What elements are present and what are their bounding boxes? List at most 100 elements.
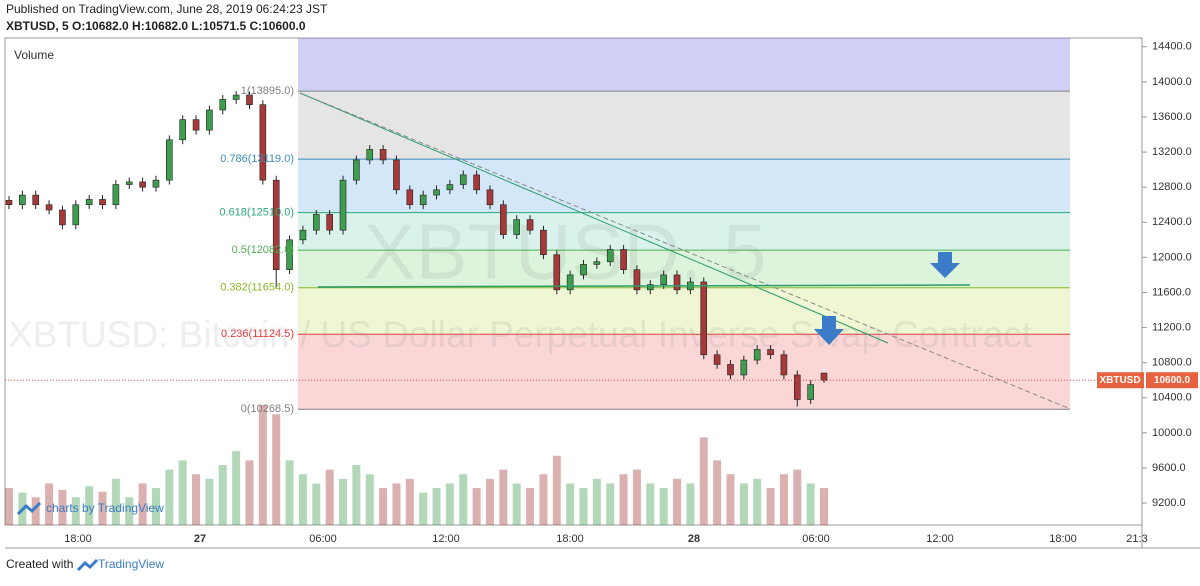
y-tick-label: 14000.0	[1152, 76, 1192, 88]
candle-body	[232, 94, 240, 100]
volume-bar	[379, 488, 388, 525]
candle-body	[312, 214, 320, 231]
candle-body	[473, 174, 480, 191]
candle-body	[486, 189, 494, 206]
candle-body	[152, 179, 160, 188]
x-tick-label: 06:00	[309, 533, 337, 545]
price-tag	[1146, 372, 1198, 389]
candle-body	[326, 214, 333, 231]
volume-bar	[285, 460, 294, 525]
y-tick-label: 14400.0	[1152, 41, 1192, 53]
volume-bar	[445, 483, 454, 525]
candle-body	[513, 219, 521, 235]
volume-bar	[178, 460, 187, 525]
y-tick-label: 12400.0	[1152, 216, 1192, 228]
volume-bar	[526, 488, 535, 525]
volume-bar	[820, 488, 828, 525]
volume-bar	[512, 483, 521, 525]
volume-bar	[606, 483, 615, 525]
y-tick-label: 10400.0	[1152, 392, 1192, 404]
created-with: Created with	[6, 557, 73, 571]
volume-label: Volume	[14, 48, 54, 62]
volume-bar	[459, 474, 468, 525]
volume-bar	[686, 483, 695, 525]
volume-bar	[552, 455, 561, 525]
time-axis: 18:00 27 06:00 12:00 18:00 28 06:00 12:00 18:00 2…	[64, 533, 1147, 545]
fib-band	[298, 334, 1070, 410]
volume-bar	[85, 486, 94, 525]
candle-body	[673, 274, 681, 291]
candle-body	[206, 109, 213, 131]
fib-band	[298, 91, 1070, 160]
candle-body	[526, 219, 534, 231]
volume-bar	[432, 488, 441, 525]
volume-bar	[472, 488, 481, 525]
candle-body	[660, 274, 667, 285]
price-axis: 9200.0 9600.0 10000.0 10400.0 10800.0 11200.0…	[1142, 41, 1192, 509]
volume-bar	[58, 489, 67, 525]
candle-body	[125, 181, 133, 185]
y-tick-label: 13600.0	[1152, 111, 1192, 123]
candle-body	[740, 359, 748, 376]
volume-bar	[539, 474, 548, 525]
candle-body	[446, 184, 454, 191]
candle-body	[793, 374, 801, 400]
volume-bar	[98, 491, 107, 525]
volume-bar	[165, 469, 174, 525]
y-tick-label: 12800.0	[1152, 181, 1192, 193]
volume-bar	[232, 451, 241, 525]
volume-bar	[592, 478, 601, 525]
arrow-down	[814, 316, 844, 345]
volume-bar	[218, 465, 227, 525]
candle-body	[379, 149, 387, 161]
volume-bar	[245, 460, 254, 525]
candle-body	[566, 274, 574, 291]
fib-label: 0.5(12082.0)	[232, 244, 294, 256]
watermark-symbol: XBTUSD, 5	[363, 208, 766, 296]
fib-label: 0.618(12510.0)	[219, 207, 294, 219]
candle-body	[553, 254, 561, 291]
candle-body	[272, 179, 280, 270]
volume-bar	[192, 474, 201, 525]
candle-body	[192, 119, 200, 131]
volume-bar	[151, 488, 160, 525]
volume-bar	[699, 437, 708, 525]
candle-body	[807, 384, 814, 400]
candle-body	[433, 189, 440, 196]
candle-body	[406, 189, 414, 206]
candle-body	[219, 99, 227, 111]
volume-pane	[5, 405, 828, 525]
candle-body	[19, 194, 26, 206]
volume-bar	[365, 474, 374, 525]
candle-body	[419, 194, 427, 206]
candle-body	[45, 204, 53, 211]
x-tick-label: 12:00	[432, 533, 460, 545]
candle-body	[366, 149, 374, 161]
trend-line-dashed	[299, 92, 1069, 409]
candle-body	[166, 139, 173, 181]
logo-mark	[16, 501, 42, 516]
arrow-down	[930, 252, 960, 278]
candle-body	[112, 184, 120, 206]
x-tick-label: 21:3	[1126, 533, 1147, 545]
candle-body	[593, 261, 601, 265]
volume-bar	[298, 474, 307, 525]
x-tick-label: 06:00	[802, 533, 830, 545]
symbol-line: XBTUSD, 5 O:10682.0 H:10682.0 L:10571.5 …	[6, 19, 306, 33]
candle-body	[179, 119, 186, 141]
volume-bar	[325, 469, 334, 525]
volume-bar	[646, 483, 655, 525]
volume-bar	[138, 483, 147, 525]
volume-bar	[31, 497, 40, 525]
trend-line	[299, 92, 889, 344]
volume-bar	[352, 465, 361, 525]
volume-bar	[405, 478, 414, 525]
candle-body	[139, 181, 146, 188]
volume-bar	[485, 478, 494, 525]
x-tick-label: 12:00	[926, 533, 954, 545]
volume-bar	[632, 469, 641, 525]
candle-body	[339, 179, 347, 231]
y-tick-label: 9600.0	[1152, 462, 1186, 474]
